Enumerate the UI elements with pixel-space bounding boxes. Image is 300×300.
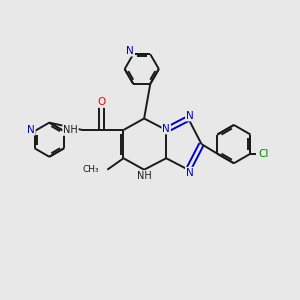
Text: N: N [186, 168, 194, 178]
Text: CH₃: CH₃ [82, 165, 99, 174]
Text: N: N [126, 46, 134, 56]
Text: NH: NH [137, 171, 152, 181]
Text: NH: NH [63, 125, 78, 135]
Text: Cl: Cl [258, 149, 268, 159]
Text: N: N [186, 110, 194, 121]
Text: O: O [97, 97, 106, 107]
Text: N: N [162, 124, 170, 134]
Text: N: N [27, 125, 35, 135]
